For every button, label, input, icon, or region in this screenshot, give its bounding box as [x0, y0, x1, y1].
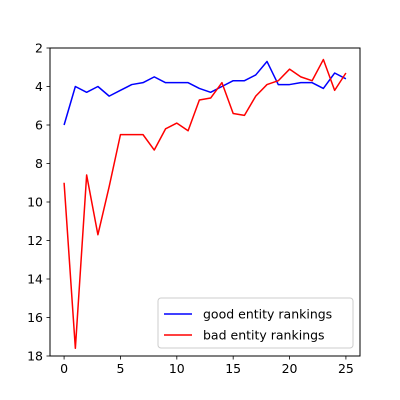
x-axis: 0 5 10 15 20 25: [60, 356, 354, 376]
series-line-1: [63, 58, 347, 350]
y-tick-label: 8: [35, 156, 43, 171]
y-tick-label: 6: [35, 118, 43, 133]
x-tick-label: 0: [60, 361, 68, 376]
y-tick-label: 16: [27, 310, 43, 325]
plot-lines: [63, 58, 347, 350]
y-tick-label: 12: [27, 233, 43, 248]
series-line-0: [63, 60, 347, 126]
legend-box: [157, 297, 354, 349]
x-tick-label: 5: [116, 361, 124, 376]
y-tick-label: 4: [35, 79, 43, 94]
legend-label-1: bad entity rankings: [203, 328, 325, 343]
y-tick-label: 2: [35, 41, 43, 56]
x-tick-label: 25: [338, 361, 354, 376]
y-tick-label: 10: [27, 195, 43, 210]
x-tick-label: 20: [282, 361, 298, 376]
x-tick-label: 15: [225, 361, 241, 376]
x-tick-label: 10: [169, 361, 185, 376]
y-tick-label: 18: [27, 349, 43, 364]
legend-label-0: good entity rankings: [203, 307, 332, 322]
y-tick-label: 14: [27, 272, 43, 287]
y-axis: 2 4 6 8 10 12 14 16 18: [27, 41, 50, 364]
legend: good entity rankings bad entity rankings: [157, 297, 354, 349]
